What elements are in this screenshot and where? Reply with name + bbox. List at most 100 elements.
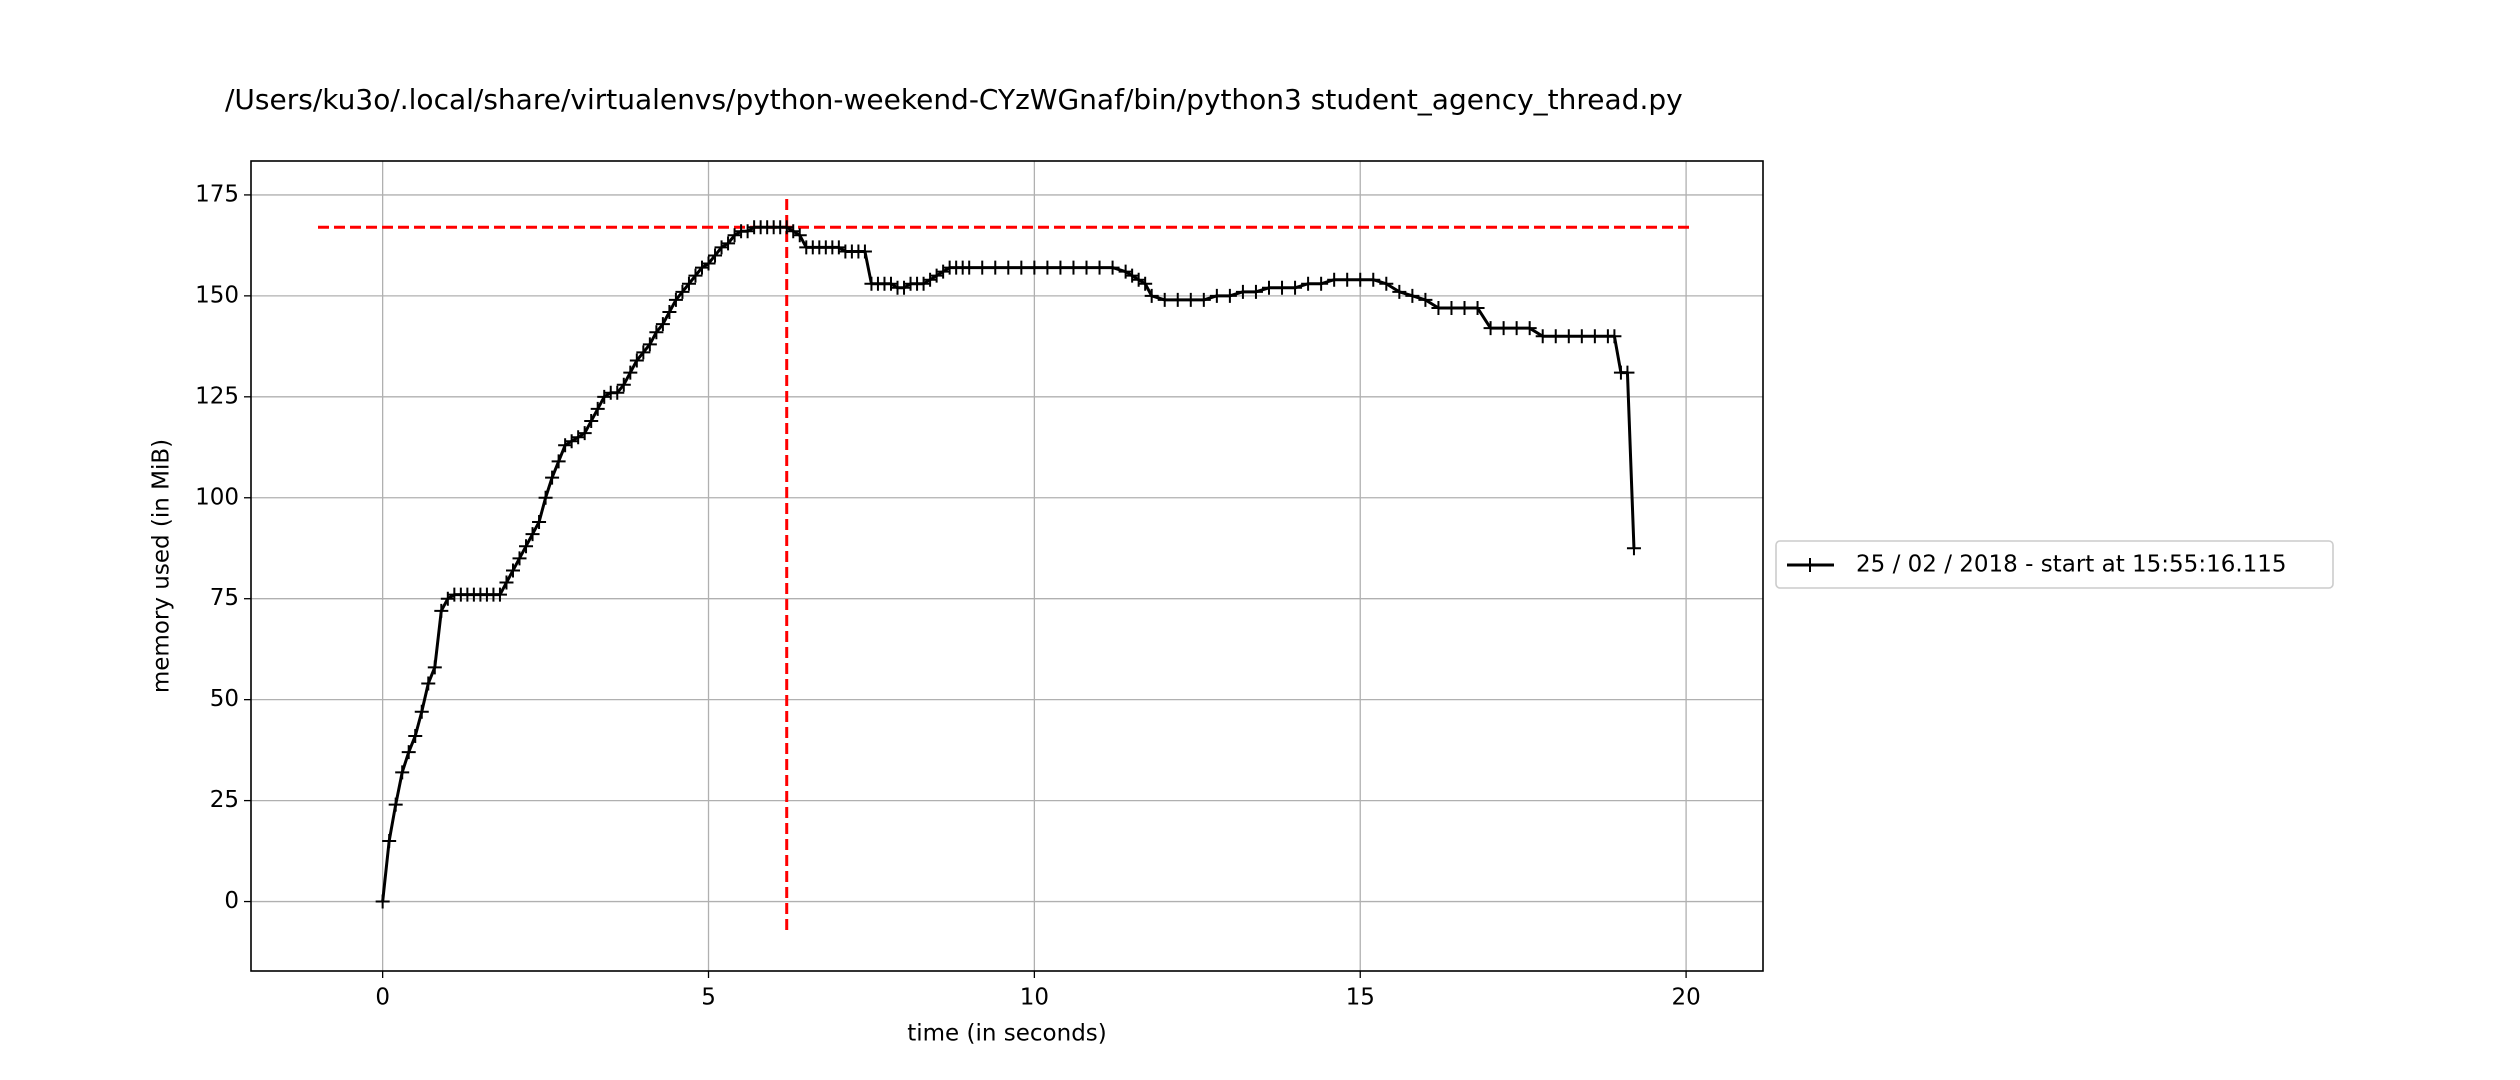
- point-marker: [610, 385, 625, 400]
- point-marker: [1366, 272, 1381, 287]
- point-marker: [414, 704, 429, 719]
- point-marker: [1209, 288, 1224, 303]
- point-marker: [427, 660, 442, 675]
- point-marker: [636, 345, 651, 360]
- point-marker: [975, 260, 990, 275]
- point-marker: [1574, 329, 1589, 344]
- point-marker: [1144, 288, 1159, 303]
- point-marker: [499, 575, 514, 590]
- point-marker: [551, 454, 566, 469]
- point-marker: [1340, 272, 1355, 287]
- point-marker: [1092, 260, 1107, 275]
- point-marker: [545, 470, 560, 485]
- point-marker: [388, 797, 403, 812]
- point-marker: [1418, 292, 1433, 307]
- point-marker: [1509, 321, 1524, 336]
- point-marker: [1275, 280, 1290, 295]
- point-marker: [1183, 292, 1198, 307]
- point-marker: [590, 401, 605, 416]
- point-marker: [1561, 329, 1576, 344]
- point-marker: [519, 539, 534, 554]
- chart-title: /Users/ku3o/.local/share/virtualenvs/pyt…: [225, 83, 1683, 116]
- point-marker: [1607, 329, 1622, 344]
- point-marker: [668, 292, 683, 307]
- y-tick-label: 75: [210, 585, 239, 611]
- point-marker: [649, 325, 664, 340]
- point-marker: [962, 260, 977, 275]
- point-marker: [1138, 276, 1153, 291]
- point-marker: [1314, 276, 1329, 291]
- point-marker: [1027, 260, 1042, 275]
- point-marker: [1392, 284, 1407, 299]
- point-marker: [577, 426, 592, 441]
- point-marker: [1548, 329, 1563, 344]
- legend-box: [1775, 540, 2334, 589]
- point-marker: [1444, 300, 1459, 315]
- y-tick-label: 150: [195, 282, 239, 308]
- point-marker: [512, 551, 527, 566]
- point-marker: [382, 833, 397, 848]
- plot-frame: [250, 160, 1764, 972]
- point-marker: [375, 894, 390, 909]
- point-marker: [675, 284, 690, 299]
- point-marker: [1327, 272, 1342, 287]
- point-marker: [1496, 321, 1511, 336]
- point-marker: [616, 377, 631, 392]
- point-marker: [857, 244, 872, 259]
- point-marker: [1079, 260, 1094, 275]
- point-marker: [1040, 260, 1055, 275]
- point-marker: [492, 587, 507, 602]
- point-marker: [1431, 300, 1446, 315]
- point-marker: [688, 268, 703, 283]
- point-marker: [1014, 260, 1029, 275]
- x-axis-label: time (in seconds): [907, 1021, 1107, 1047]
- point-marker: [1066, 260, 1081, 275]
- point-marker: [434, 603, 449, 618]
- point-marker: [1288, 280, 1303, 295]
- y-tick-label: 0: [224, 888, 239, 914]
- point-marker: [721, 236, 736, 251]
- legend-marker: [1803, 558, 1817, 572]
- point-marker: [662, 305, 677, 320]
- y-tick-label: 100: [195, 484, 239, 510]
- point-marker: [629, 353, 644, 368]
- x-tick-label: 0: [375, 985, 390, 1011]
- grid: 0 5 10 15 20 0 25 50 75 100 125 150 175: [195, 161, 1763, 1011]
- point-marker: [1001, 260, 1016, 275]
- point-marker: [584, 414, 599, 429]
- point-marker: [1457, 300, 1472, 315]
- point-marker: [1261, 280, 1276, 295]
- x-tick-label: 5: [701, 985, 716, 1011]
- point-marker: [1535, 329, 1550, 344]
- point-marker: [1301, 276, 1316, 291]
- point-marker: [532, 514, 547, 529]
- point-marker: [701, 256, 716, 271]
- point-marker: [401, 745, 416, 760]
- point-marker: [1105, 260, 1120, 275]
- point-marker: [525, 527, 540, 542]
- point-marker: [1626, 541, 1641, 556]
- point-marker: [623, 365, 638, 380]
- point-marker: [1353, 272, 1368, 287]
- plot-content: [318, 199, 1692, 932]
- point-marker: [1235, 284, 1250, 299]
- point-marker: [1248, 284, 1263, 299]
- point-marker: [1222, 288, 1237, 303]
- x-tick-label: 15: [1346, 985, 1375, 1011]
- point-marker: [1405, 288, 1420, 303]
- point-marker: [1620, 365, 1635, 380]
- point-marker: [1053, 260, 1068, 275]
- point-marker: [421, 676, 436, 691]
- point-marker: [988, 260, 1003, 275]
- point-marker: [1483, 321, 1498, 336]
- point-marker: [505, 563, 520, 578]
- point-marker: [1587, 329, 1602, 344]
- point-marker: [538, 490, 553, 505]
- x-tick-label: 20: [1671, 985, 1700, 1011]
- point-marker: [1470, 300, 1485, 315]
- y-tick-label: 175: [195, 181, 239, 207]
- point-marker: [792, 228, 807, 243]
